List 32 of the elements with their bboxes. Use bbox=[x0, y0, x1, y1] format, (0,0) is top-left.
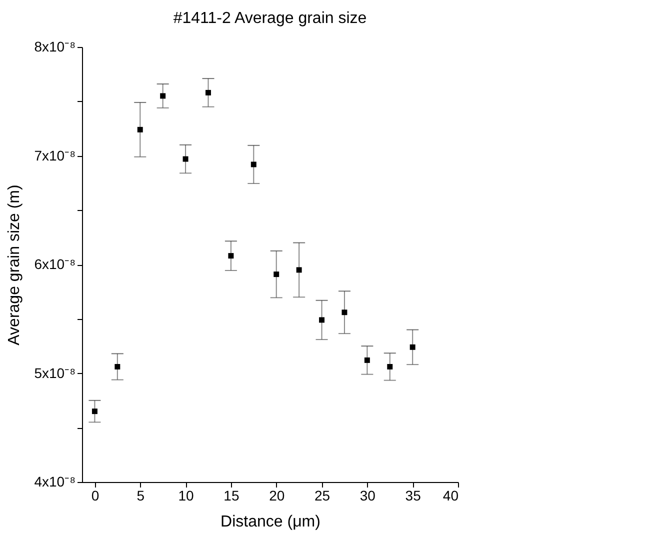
point bbox=[182, 156, 188, 162]
point bbox=[137, 126, 143, 132]
x-tick-label: 35 bbox=[405, 488, 422, 504]
y-tick-label: 4x10⁻⁸ bbox=[34, 474, 76, 490]
point bbox=[319, 317, 325, 323]
x-tick-label: 40 bbox=[442, 488, 459, 504]
point bbox=[250, 162, 256, 168]
chart-title: #1411-2 Average grain size bbox=[173, 10, 367, 27]
point bbox=[114, 364, 120, 370]
point bbox=[160, 93, 166, 99]
point bbox=[364, 357, 370, 363]
y-tick-label: 6x10⁻⁸ bbox=[34, 256, 76, 272]
point bbox=[387, 364, 393, 370]
point bbox=[274, 272, 280, 278]
x-tick-label: 10 bbox=[178, 488, 194, 504]
point bbox=[342, 310, 348, 316]
x-tick-label: 20 bbox=[269, 488, 285, 504]
point bbox=[92, 408, 98, 414]
x-tick-label: 0 bbox=[91, 488, 100, 504]
x-axis-title: Distance (μm) bbox=[220, 514, 320, 530]
x-tick-label: 25 bbox=[314, 488, 330, 504]
x-tick-label: 15 bbox=[224, 488, 240, 504]
point bbox=[206, 90, 211, 96]
y-tick-label: 8x10⁻⁸ bbox=[34, 38, 76, 54]
y-tick-label: 5x10⁻⁸ bbox=[34, 364, 76, 381]
x-tick-label: 5 bbox=[136, 488, 145, 504]
y-axis-title: Average grain size (m) bbox=[6, 184, 24, 346]
point bbox=[228, 253, 234, 259]
x-tick-label: 30 bbox=[360, 488, 376, 504]
point bbox=[296, 267, 302, 273]
point bbox=[410, 344, 416, 350]
y-tick-label: 7x10⁻⁸ bbox=[34, 147, 76, 164]
